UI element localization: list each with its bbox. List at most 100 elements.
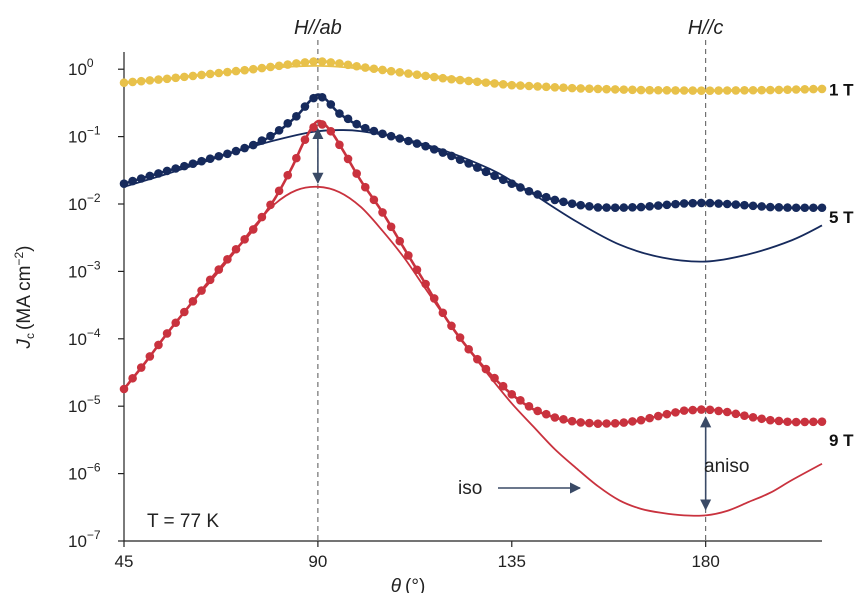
- series-layer: [119, 57, 827, 517]
- data-point-5t: [619, 203, 629, 212]
- data-point-9t: [386, 222, 396, 232]
- data-point-9t: [205, 275, 215, 285]
- data-point-5t: [714, 199, 723, 208]
- data-point-9t: [679, 406, 689, 415]
- data-point-1t: [817, 84, 827, 94]
- y-tick-label: 100: [68, 56, 94, 79]
- data-point-9t: [585, 418, 594, 428]
- data-point-5t: [593, 203, 603, 212]
- data-point-1t: [490, 79, 499, 88]
- y-ticks: 10−7 10−6 10−5 10−4 10−3 10−2 10−1 100: [68, 56, 124, 551]
- y-tick-label: 10−4: [68, 326, 101, 349]
- temperature-label: T = 77 K: [147, 511, 219, 532]
- data-point-9t: [766, 415, 775, 425]
- series-5t: [119, 92, 827, 263]
- data-point-9t: [352, 169, 361, 178]
- data-point-9t: [567, 416, 577, 426]
- data-point-5t: [766, 202, 775, 212]
- data-point-9t: [524, 402, 534, 411]
- data-point-9t: [593, 419, 603, 429]
- data-point-5t: [481, 167, 491, 177]
- data-point-9t: [748, 413, 758, 422]
- data-point-5t: [791, 203, 801, 213]
- data-point-9t: [671, 408, 680, 417]
- data-point-5t: [343, 114, 353, 124]
- data-point-1t: [317, 57, 327, 66]
- data-point-9t: [809, 417, 818, 427]
- data-point-9t: [714, 406, 723, 416]
- x-axis-unit: (°): [405, 576, 425, 593]
- data-point-5t: [335, 109, 344, 118]
- data-point-9t: [653, 411, 663, 421]
- data-point-5t: [300, 102, 310, 111]
- data-point-1t: [464, 76, 473, 86]
- data-point-9t: [335, 140, 344, 150]
- iso-fit-line-9t: [123, 185, 823, 517]
- data-point-5t: [490, 171, 499, 181]
- x-tick-label: 90: [308, 552, 327, 571]
- data-point-1t: [309, 57, 318, 66]
- data-point-5t: [266, 131, 275, 141]
- x-axis-symbol: θ: [391, 576, 402, 593]
- data-point-9t: [533, 406, 542, 416]
- data-point-5t: [800, 203, 810, 213]
- y-tick-label: 10−2: [68, 191, 101, 214]
- data-point-5t: [783, 203, 792, 212]
- data-point-1t: [438, 73, 448, 83]
- field-label-ab: H//ab: [294, 17, 342, 39]
- data-point-9t: [343, 154, 353, 164]
- data-point-1t: [421, 71, 430, 81]
- data-point-5t: [722, 199, 732, 209]
- data-point-5t: [688, 198, 698, 208]
- data-point-5t: [774, 203, 784, 212]
- data-point-5t: [541, 192, 551, 202]
- data-point-9t: [662, 409, 672, 419]
- data-point-9t: [309, 122, 318, 132]
- data-point-1t: [335, 59, 344, 68]
- data-point-9t: [498, 381, 508, 391]
- data-point-9t: [645, 413, 654, 423]
- data-point-9t: [774, 416, 784, 426]
- data-point-5t: [567, 199, 577, 208]
- field-label-c: H//c: [688, 17, 724, 39]
- y-axis-subscript: c: [23, 333, 37, 339]
- data-point-5t: [731, 200, 741, 209]
- data-point-1t: [326, 58, 336, 67]
- data-point-1t: [455, 75, 465, 85]
- data-point-9t: [248, 225, 258, 234]
- data-point-9t: [481, 364, 491, 374]
- data-point-5t: [662, 200, 672, 210]
- data-point-5t: [309, 93, 318, 103]
- data-point-9t: [429, 294, 439, 303]
- data-point-5t: [292, 112, 301, 121]
- iso-fit-line-5t: [123, 129, 823, 263]
- data-point-9t: [817, 417, 827, 426]
- data-point-5t: [628, 203, 637, 212]
- y-axis-label: Jc (MA cm−2): [12, 246, 37, 350]
- x-tick-label: 135: [498, 552, 526, 571]
- iso-fit-line-1t: [123, 64, 823, 92]
- data-point-9t: [731, 409, 741, 419]
- series-9t: [119, 119, 827, 517]
- y-tick-label: 10−7: [68, 528, 101, 551]
- data-point-5t: [697, 198, 706, 208]
- data-point-9t: [550, 413, 560, 422]
- data-point-5t: [283, 119, 293, 128]
- data-point-5t: [705, 198, 715, 208]
- data-point-5t: [602, 203, 611, 212]
- series-label-5t: 5 T: [829, 208, 854, 227]
- data-point-9t: [697, 405, 706, 414]
- data-point-5t: [559, 197, 568, 207]
- data-point-9t: [507, 390, 517, 399]
- data-point-9t: [619, 418, 629, 427]
- iso-label: iso: [458, 478, 482, 499]
- data-point-9t: [628, 417, 637, 426]
- data-point-5t: [809, 203, 818, 213]
- series-1t: [119, 57, 827, 95]
- data-point-5t: [352, 119, 361, 129]
- data-point-9t: [360, 182, 370, 192]
- data-point-5t: [274, 126, 284, 135]
- data-point-9t: [369, 195, 379, 205]
- data-point-9t: [576, 418, 586, 427]
